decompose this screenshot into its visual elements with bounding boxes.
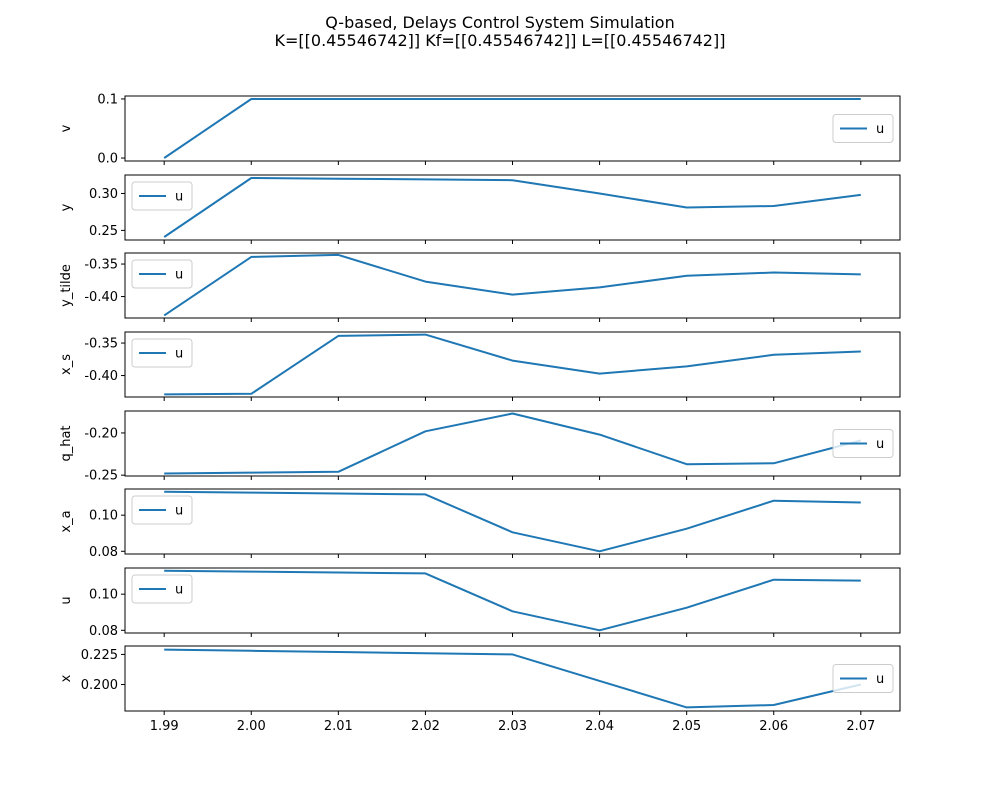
subplot-v: 0.0 0.1 v u <box>59 92 901 167</box>
series-line-u <box>164 490 861 553</box>
ytick-label: -0.35 <box>84 258 118 273</box>
ytick-label: 0.0 <box>97 152 118 167</box>
axes-frame <box>124 410 901 477</box>
ylabel-y_tilde: y_tilde <box>59 264 74 307</box>
series-line-u <box>163 177 861 238</box>
xtick-label: 2.02 <box>411 719 440 734</box>
xtick-label: 2.05 <box>672 719 701 734</box>
subplot-x_a: 0.08 0.10 x_a u <box>59 488 901 560</box>
subplot-x: 0.200 0.225 1.99 2.00 2.01 2.02 2.03 2.04 2.05 2.… <box>59 645 901 734</box>
legend: u <box>832 429 894 458</box>
ylabel-x_a: x_a <box>59 510 74 532</box>
legend: u <box>131 574 193 604</box>
legend: u <box>832 114 894 143</box>
xtick-label: 1.99 <box>150 719 179 734</box>
legend-label: u <box>175 583 183 598</box>
ylabel-y: y <box>59 203 74 211</box>
ytick-label: 0.1 <box>97 92 118 107</box>
legend-label: u <box>175 190 183 205</box>
subplot-y: 0.25 0.30 y u <box>59 174 901 244</box>
ytick-label: 0.225 <box>81 648 118 663</box>
series-line-u <box>164 648 862 709</box>
series-line-u <box>164 569 861 632</box>
ytick-label: -0.40 <box>84 290 118 305</box>
legend: u <box>832 664 894 693</box>
subplot-x_s: -0.40 -0.35 x_s u <box>59 331 901 401</box>
legend-label: u <box>175 347 183 362</box>
ylabel-v: v <box>59 124 74 132</box>
axes-frame <box>124 331 901 398</box>
xtick-label: 2.07 <box>846 719 875 734</box>
ytick-label: 0.25 <box>89 224 118 239</box>
figure-title: Q-based, Delays Control System Simulatio… <box>325 13 674 32</box>
legend: u <box>131 338 193 368</box>
legend-label: u <box>876 437 884 452</box>
legend-label: u <box>175 504 183 519</box>
ylabel-x: x <box>59 674 74 682</box>
series-line-u <box>164 412 862 475</box>
xtick-label: 2.03 <box>498 719 527 734</box>
axes-frame <box>124 645 901 712</box>
legend-label: u <box>876 672 884 687</box>
xtick-label: 2.06 <box>759 719 788 734</box>
xtick-label: 2.04 <box>585 719 614 734</box>
ytick-label: 0.08 <box>89 624 118 639</box>
series-line-u <box>164 333 861 396</box>
legend-label: u <box>175 268 183 283</box>
ylabel-x_s: x_s <box>59 354 74 375</box>
ytick-label: -0.20 <box>84 426 118 441</box>
legend: u <box>131 495 193 525</box>
subplot-u: 0.08 0.10 u u <box>59 567 901 639</box>
ytick-label: -0.40 <box>84 369 118 384</box>
ytick-label: 0.10 <box>89 509 118 524</box>
series-line-u <box>163 253 861 317</box>
figure-subtitle: K=[[0.45546742]] Kf=[[0.45546742]] L=[[0… <box>275 31 726 50</box>
ytick-label: -0.35 <box>84 337 118 352</box>
ytick-label: 0.08 <box>89 545 118 560</box>
subplot-q_hat: -0.25 -0.20 q_hat u <box>59 410 901 484</box>
ytick-label: 0.30 <box>89 187 118 202</box>
legend-label: u <box>876 122 884 137</box>
axes-frame <box>124 488 901 555</box>
xtick-label: 2.00 <box>237 719 266 734</box>
ytick-label: 0.10 <box>89 588 118 603</box>
xtick-label: 2.01 <box>324 719 353 734</box>
legend: u <box>131 259 193 289</box>
series-line-u <box>163 98 861 159</box>
axes-frame <box>124 567 901 634</box>
subplot-y_tilde: -0.40 -0.35 y_tilde u <box>59 252 901 322</box>
ytick-label: -0.25 <box>84 469 118 484</box>
ylabel-u: u <box>59 596 74 604</box>
ylabel-q_hat: q_hat <box>59 425 74 461</box>
legend: u <box>131 181 193 211</box>
ytick-label: 0.200 <box>81 678 118 693</box>
